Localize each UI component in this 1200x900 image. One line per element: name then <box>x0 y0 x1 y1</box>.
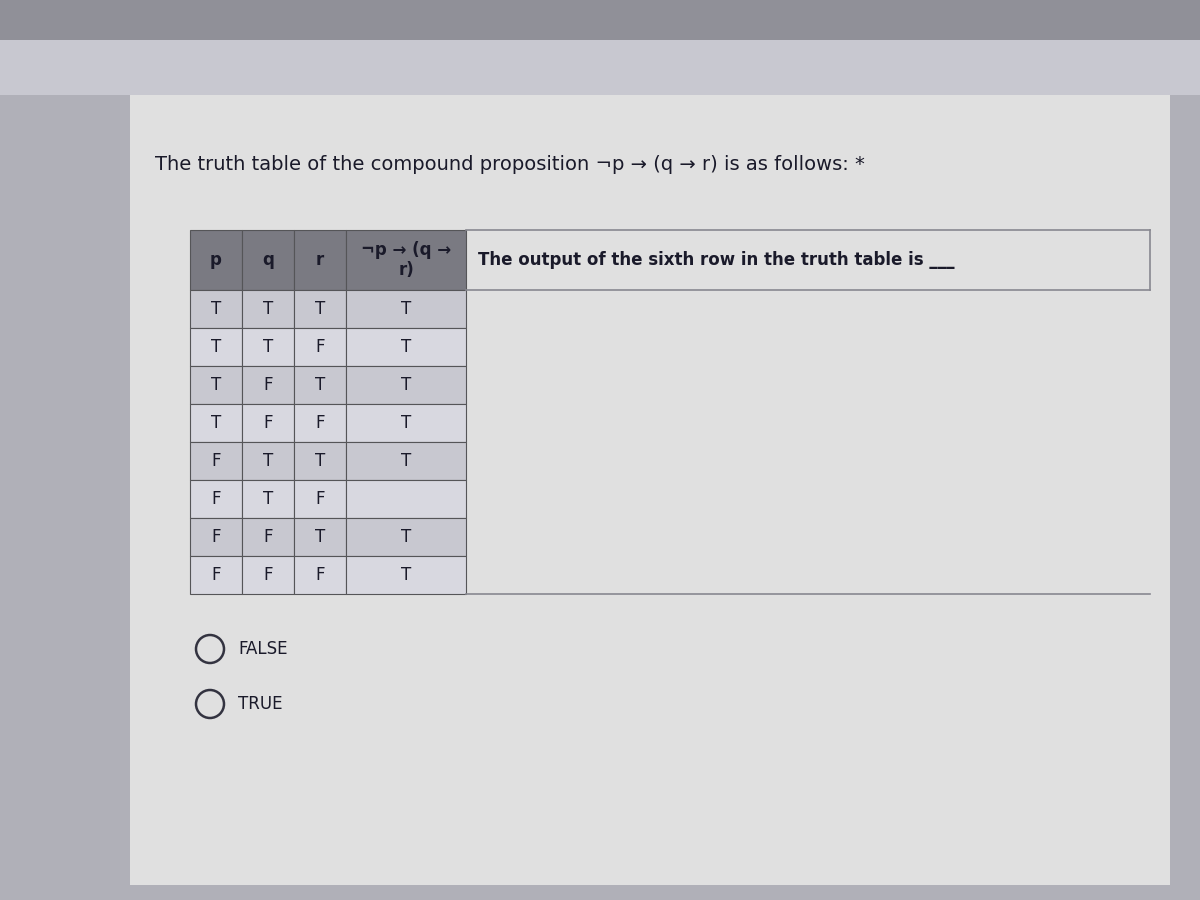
Bar <box>242 366 294 404</box>
Text: F: F <box>316 338 325 356</box>
Bar <box>346 442 466 480</box>
Text: F: F <box>211 452 221 470</box>
Bar <box>242 404 294 442</box>
Text: T: T <box>211 338 221 356</box>
Bar <box>190 556 242 594</box>
Bar <box>346 328 466 366</box>
Bar <box>346 404 466 442</box>
Bar <box>294 518 346 556</box>
Text: T: T <box>401 338 412 356</box>
Bar <box>190 442 242 480</box>
Bar <box>346 518 466 556</box>
Text: T: T <box>314 452 325 470</box>
Text: r: r <box>316 251 324 269</box>
Bar <box>294 404 346 442</box>
Text: T: T <box>401 452 412 470</box>
Bar <box>294 556 346 594</box>
Text: T: T <box>314 376 325 394</box>
Bar <box>190 328 242 366</box>
Text: T: T <box>263 338 274 356</box>
Text: F: F <box>263 376 272 394</box>
Text: T: T <box>401 300 412 318</box>
Bar <box>190 404 242 442</box>
Text: F: F <box>263 414 272 432</box>
Text: F: F <box>211 566 221 584</box>
Bar <box>190 518 242 556</box>
Bar <box>294 366 346 404</box>
Text: F: F <box>211 528 221 546</box>
Bar <box>294 230 346 290</box>
Bar <box>242 328 294 366</box>
Bar <box>242 230 294 290</box>
Bar <box>294 480 346 518</box>
Bar <box>346 556 466 594</box>
Text: TRUE: TRUE <box>238 695 282 713</box>
Bar <box>294 328 346 366</box>
Text: The truth table of the compound proposition ¬p → (q → r) is as follows: *: The truth table of the compound proposit… <box>155 155 865 174</box>
Text: The output of the sixth row in the truth table is ___: The output of the sixth row in the truth… <box>478 251 954 269</box>
Text: T: T <box>211 300 221 318</box>
Text: T: T <box>401 414 412 432</box>
Text: F: F <box>263 566 272 584</box>
Text: F: F <box>316 566 325 584</box>
Text: T: T <box>211 414 221 432</box>
Text: T: T <box>211 376 221 394</box>
Text: F: F <box>211 490 221 508</box>
Text: F: F <box>263 528 272 546</box>
Bar <box>190 480 242 518</box>
Bar <box>346 366 466 404</box>
Text: T: T <box>314 528 325 546</box>
Text: T: T <box>314 300 325 318</box>
Bar <box>242 518 294 556</box>
Bar <box>0 40 1200 95</box>
Text: F: F <box>316 414 325 432</box>
Text: p: p <box>210 251 222 269</box>
Bar <box>130 95 1170 885</box>
Bar <box>242 480 294 518</box>
Bar <box>0 0 1200 40</box>
Text: T: T <box>401 566 412 584</box>
Text: q: q <box>262 251 274 269</box>
Bar <box>346 480 466 518</box>
Bar <box>294 442 346 480</box>
Bar <box>242 442 294 480</box>
Bar <box>190 366 242 404</box>
Bar <box>242 556 294 594</box>
Text: T: T <box>401 528 412 546</box>
Bar <box>190 290 242 328</box>
Bar <box>346 290 466 328</box>
Bar <box>294 290 346 328</box>
Bar <box>190 230 242 290</box>
Bar <box>242 290 294 328</box>
Text: T: T <box>263 452 274 470</box>
Text: F: F <box>316 490 325 508</box>
Text: T: T <box>263 300 274 318</box>
Text: T: T <box>263 490 274 508</box>
Bar <box>346 230 466 290</box>
Text: ¬p → (q →
r): ¬p → (q → r) <box>361 240 451 279</box>
Text: T: T <box>401 376 412 394</box>
Text: FALSE: FALSE <box>238 640 288 658</box>
